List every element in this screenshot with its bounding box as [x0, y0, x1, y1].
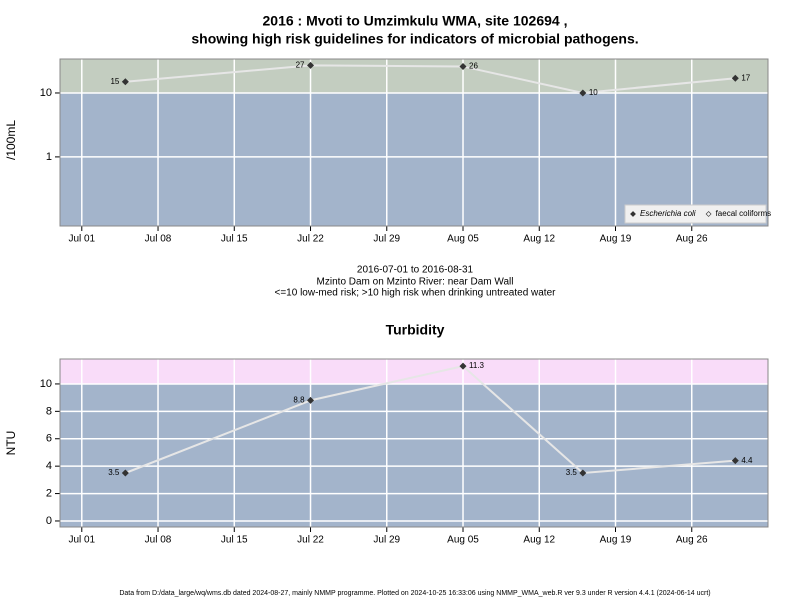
x-tick-label: Jul 29 [373, 535, 400, 546]
data-label: 4.4 [741, 456, 753, 465]
y-tick-label: 1 [46, 151, 52, 163]
x-tick-label: Aug 12 [523, 535, 555, 546]
panel-below [60, 92, 768, 226]
x-tick-label: Jul 15 [221, 234, 248, 245]
point [731, 74, 739, 82]
point [579, 89, 587, 97]
data-label: 15 [110, 77, 119, 86]
data-label: 10 [589, 88, 598, 97]
data-label: 27 [296, 61, 305, 70]
caption: 2016-07-01 to 2016-08-31 [357, 265, 474, 276]
point [731, 457, 739, 465]
legend-label: Escherichia coli [640, 209, 696, 218]
data-label: 11.3 [469, 361, 485, 370]
data-label: 3.5 [108, 468, 120, 477]
panel-below [60, 383, 768, 527]
panel-border [59, 58, 769, 227]
x-tick-label: Aug 26 [676, 535, 708, 546]
y-tick-label: 10 [40, 378, 52, 390]
chart-title: Turbidity [386, 322, 445, 338]
x-tick-label: Jul 01 [68, 234, 95, 245]
x-tick-label: Jul 29 [373, 234, 400, 245]
caption: <=10 low-med risk; >10 high risk when dr… [275, 288, 557, 299]
x-tick-label: Aug 19 [600, 234, 632, 245]
x-tick-label: Aug 05 [447, 535, 479, 546]
point [307, 61, 315, 69]
point [121, 78, 129, 86]
point [459, 62, 467, 70]
data-label: 26 [469, 62, 478, 71]
point [579, 469, 587, 477]
legend-box [624, 204, 767, 224]
x-tick-label: Jul 15 [221, 535, 248, 546]
y-tick-label: 6 [46, 433, 52, 445]
y-tick-label: 0 [46, 515, 52, 527]
chart-title: 2016 : Mvoti to Umzimkulu WMA, site 1026… [263, 13, 568, 29]
x-tick-label: Jul 22 [297, 535, 324, 546]
data-label: 8.8 [293, 395, 305, 404]
legend-label: faecal coliforms [716, 209, 772, 218]
panel-border [59, 358, 769, 528]
y-tick-label: 8 [46, 405, 52, 417]
x-tick-label: Jul 08 [145, 535, 172, 546]
y-axis-label: NTU [4, 431, 18, 456]
panel-above [60, 359, 768, 384]
x-tick-label: Jul 08 [145, 234, 172, 245]
panel-above [60, 59, 768, 93]
x-tick-label: Aug 19 [600, 535, 632, 546]
x-tick-label: Aug 26 [676, 234, 708, 245]
x-tick-label: Jul 01 [68, 535, 95, 546]
x-tick-label: Jul 22 [297, 234, 324, 245]
data-label: 17 [741, 73, 750, 82]
y-tick-label: 2 [46, 487, 52, 499]
x-tick-label: Aug 05 [447, 234, 479, 245]
y-tick-label: 10 [40, 87, 52, 99]
legend-symbol [705, 211, 712, 217]
point [307, 396, 315, 404]
point [459, 362, 467, 370]
caption: Mzinto Dam on Mzinto River: near Dam Wal… [317, 277, 514, 288]
legend-symbol [630, 211, 636, 217]
footer: Data from D:/data_large/wq/wms.db dated … [119, 590, 710, 597]
point [121, 469, 129, 477]
y-axis-label: /100mL [4, 120, 18, 160]
x-tick-label: Aug 12 [523, 234, 555, 245]
y-tick-label: 4 [46, 460, 52, 472]
data-label: 3.5 [566, 468, 578, 477]
chart-title: showing high risk guidelines for indicat… [191, 31, 638, 47]
